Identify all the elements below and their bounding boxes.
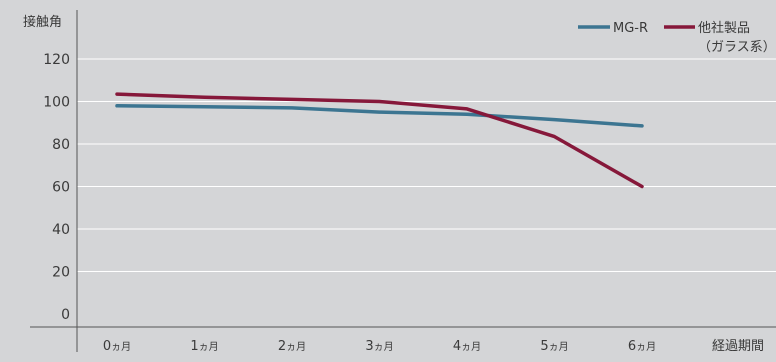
x-tick-number: 6 [628, 339, 636, 354]
y-tick-label: 80 [52, 137, 70, 153]
series-line-1 [115, 104, 644, 128]
y-tick-labels: 0 20 40 60 80 100 120 [43, 52, 70, 323]
x-tick-number: 2 [278, 339, 286, 354]
gridlines [77, 58, 776, 272]
y-tick-label: 120 [43, 52, 70, 68]
legend: MG-R 他社製品 （ガラス系） [578, 20, 776, 55]
x-tick-label: 4ヵ月 [453, 339, 481, 354]
series-lines [115, 92, 644, 189]
x-tick-unit: ヵ月 [549, 341, 569, 353]
x-tick-unit: ヵ月 [199, 341, 219, 353]
x-tick-labels: 0ヵ月 1ヵ月 2ヵ月 3ヵ月 4ヵ月 5ヵ月 6ヵ月 [103, 339, 656, 354]
x-tick-unit: ヵ月 [461, 341, 481, 353]
x-tick-number: 5 [540, 339, 548, 354]
y-tick-label: 0 [61, 307, 70, 323]
x-tick-label: 3ヵ月 [365, 339, 393, 354]
x-axis-label: 経過期間 [712, 339, 764, 354]
x-tick-number: 4 [453, 339, 461, 354]
x-tick-unit: ヵ月 [111, 341, 131, 353]
y-tick-label: 20 [52, 265, 70, 281]
x-tick-label: 1ヵ月 [190, 339, 218, 354]
y-tick-label: 40 [52, 222, 70, 238]
x-tick-unit: ヵ月 [636, 341, 656, 353]
legend-label-2-sub: （ガラス系） [698, 40, 776, 55]
y-tick-label: 100 [43, 95, 70, 111]
x-tick-label: 0ヵ月 [103, 339, 131, 354]
x-tick-unit: ヵ月 [374, 341, 394, 353]
legend-label-2: 他社製品 [698, 20, 750, 36]
x-tick-label: 2ヵ月 [278, 339, 306, 354]
y-tick-label: 60 [52, 180, 70, 196]
x-tick-number: 0 [103, 339, 111, 354]
x-tick-number: 3 [365, 339, 373, 354]
x-tick-label: 5ヵ月 [540, 339, 568, 354]
x-tick-label: 6ヵ月 [628, 339, 656, 354]
x-tick-unit: ヵ月 [286, 341, 306, 353]
legend-label-1: MG-R [613, 21, 648, 36]
x-tick-number: 1 [190, 339, 198, 354]
y-axis-label: 接触角 [23, 14, 62, 30]
series-line-2 [115, 92, 644, 189]
